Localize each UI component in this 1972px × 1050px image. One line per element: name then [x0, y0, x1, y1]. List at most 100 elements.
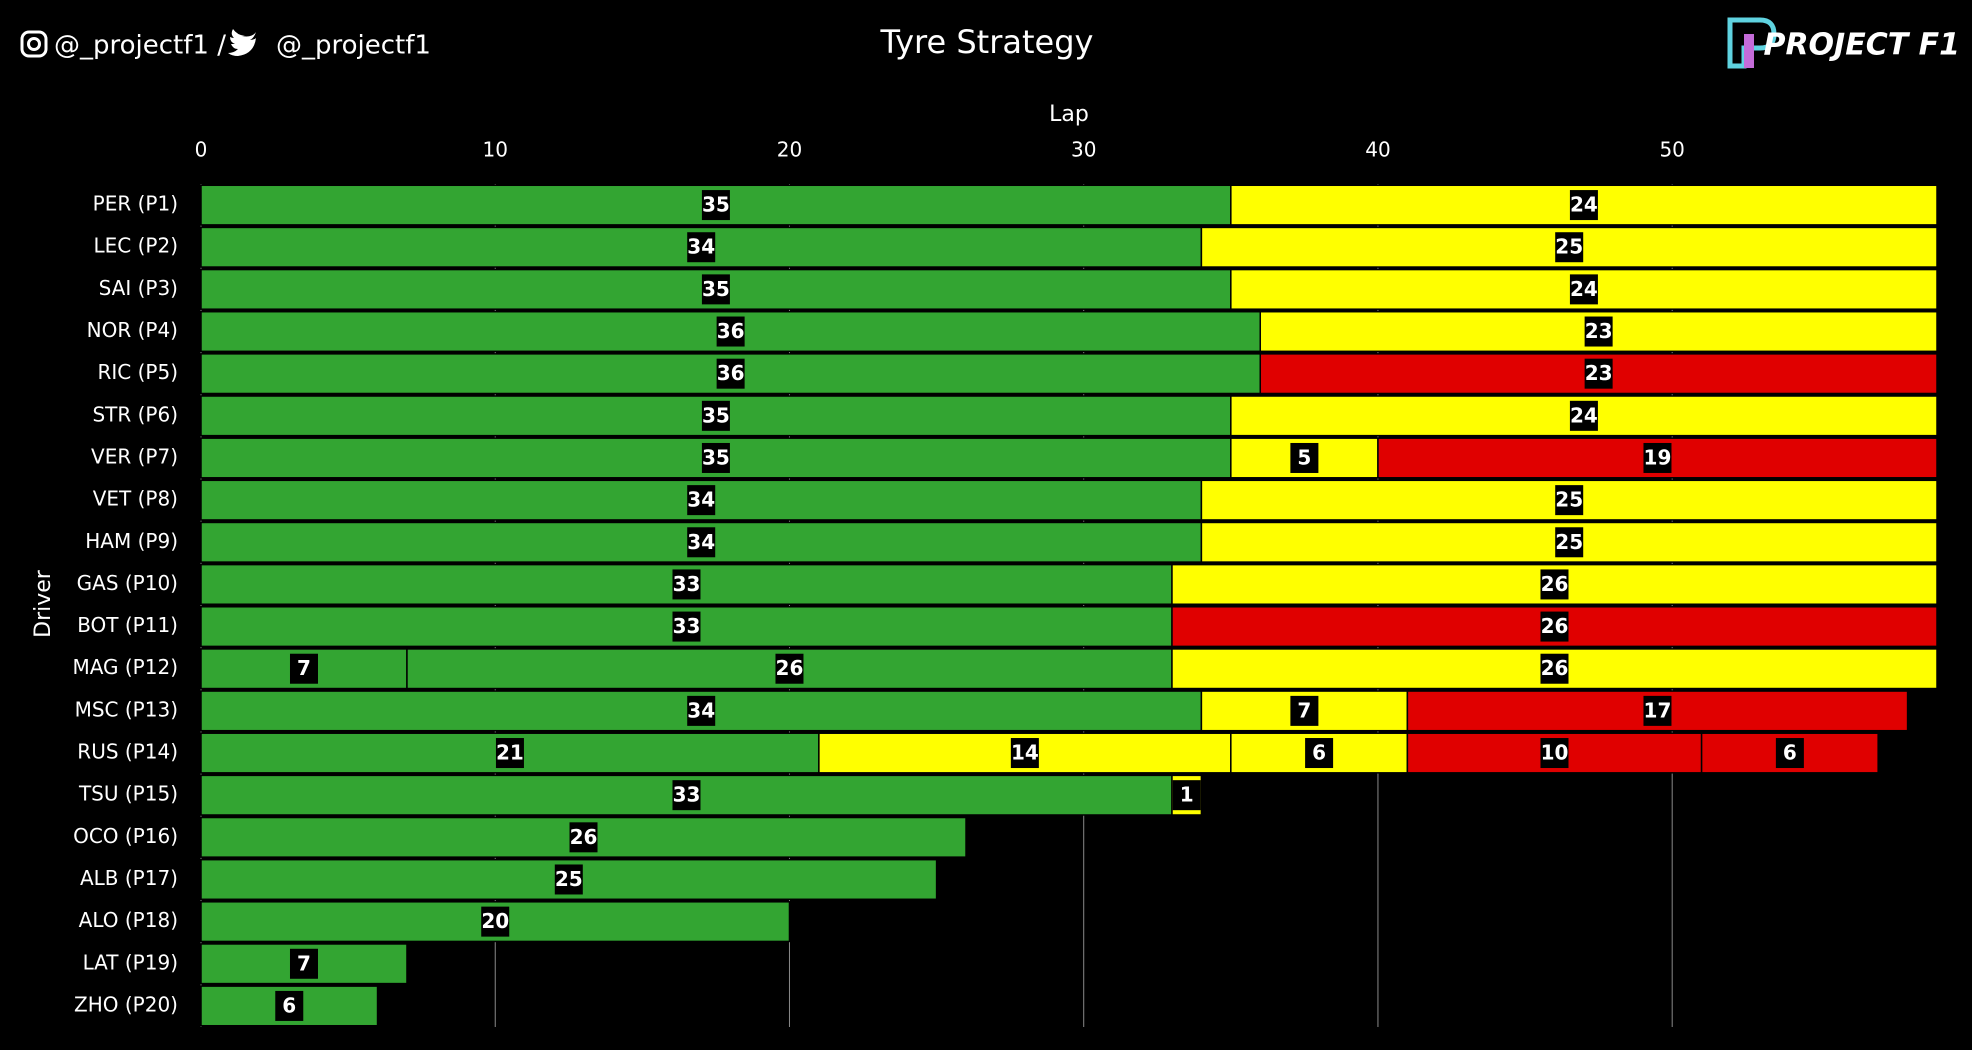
stint-label: 5	[1297, 445, 1311, 469]
stint-label: 6	[1783, 741, 1797, 765]
instagram-icon	[20, 30, 48, 58]
stint-label-box	[289, 948, 318, 979]
stint-label: 26	[1541, 614, 1569, 638]
twitter-handle: @_projectf1	[276, 31, 431, 61]
stint-label: 14	[1011, 741, 1039, 765]
stint-label-box	[1305, 738, 1334, 769]
stint-label: 34	[687, 698, 715, 722]
stint-label-box	[481, 906, 510, 937]
y-tick-label: ZHO (P20)	[74, 992, 178, 1016]
stint-label-box	[495, 738, 524, 769]
bars: 35 24 34 25 35 24 36 23 36 23 35 24 35 5 19 34 25 34 25 33 2…	[200, 184, 1938, 1027]
y-tick-label: ALO (P18)	[79, 908, 178, 932]
stint-label-box	[1540, 653, 1569, 684]
stint-label-box	[1290, 442, 1319, 473]
stint-label: 26	[1541, 656, 1569, 680]
stint-label: 36	[717, 361, 745, 385]
stint-label-box	[1555, 527, 1584, 558]
instagram-handle: @_projectf1 /	[54, 31, 226, 61]
stint-label-box	[672, 780, 701, 811]
stint-label-box	[775, 653, 804, 684]
stint-label: 35	[702, 403, 730, 427]
stint-label: 23	[1585, 361, 1613, 385]
stint-label: 26	[776, 656, 804, 680]
stint-label: 34	[687, 235, 715, 259]
stint-label-box	[672, 569, 701, 600]
stint-label: 26	[570, 825, 598, 849]
stint-label: 24	[1570, 193, 1598, 217]
stint-label-box	[1775, 738, 1804, 769]
stint-label-box	[672, 611, 701, 642]
stint-label-box	[289, 653, 318, 684]
stint-label: 33	[673, 572, 701, 596]
stint-label: 25	[1555, 235, 1583, 259]
stint-label-box	[701, 400, 730, 431]
y-tick-label: STR (P6)	[92, 402, 178, 426]
stint-label-box	[1555, 232, 1584, 263]
y-tick-label: PER (P1)	[93, 192, 178, 216]
stint-label: 17	[1644, 698, 1672, 722]
stint-label-box	[1290, 695, 1319, 726]
y-tick-label: BOT (P11)	[77, 613, 178, 637]
stint-label-box	[1540, 611, 1569, 642]
stint-label-box	[701, 274, 730, 305]
stint-label: 33	[673, 614, 701, 638]
stint-label-box	[1643, 442, 1672, 473]
stint-label: 23	[1585, 319, 1613, 343]
stint-label-box	[1584, 358, 1613, 389]
stint-label: 34	[687, 488, 715, 512]
stint-label-box	[1569, 274, 1598, 305]
stint-label: 6	[1312, 741, 1326, 765]
chart-title: Tyre Strategy	[880, 23, 1094, 61]
stint-label: 1	[1180, 783, 1194, 807]
x-tick-label: 30	[1071, 138, 1096, 162]
y-tick-label: MAG (P12)	[72, 655, 178, 679]
stint-label-box	[716, 316, 745, 347]
y-tick-label: RUS (P14)	[77, 740, 178, 764]
stint-label: 25	[555, 867, 583, 891]
stint-label: 7	[297, 951, 311, 975]
stint-label-box	[687, 232, 716, 263]
stint-label: 19	[1644, 445, 1672, 469]
y-tick-label: VER (P7)	[91, 444, 178, 468]
stint-label-box	[716, 358, 745, 389]
stint-label-box	[1584, 316, 1613, 347]
y-tick-label: LAT (P19)	[83, 950, 178, 974]
stint-label: 36	[717, 319, 745, 343]
y-tick-label: HAM (P9)	[85, 529, 178, 553]
stint-label-box	[1540, 569, 1569, 600]
brand-logo	[1727, 17, 1777, 69]
x-tick-label: 50	[1659, 138, 1684, 162]
y-tick-label: SAI (P3)	[99, 276, 178, 300]
stint-label: 6	[282, 993, 296, 1017]
stint-label-box	[701, 442, 730, 473]
stint-label-box	[1172, 780, 1201, 811]
stint-label: 35	[702, 193, 730, 217]
stint-label-box	[1555, 485, 1584, 516]
stint-label: 26	[1541, 572, 1569, 596]
stint-label: 10	[1541, 741, 1569, 765]
stint-label-box	[1643, 695, 1672, 726]
stint-label: 35	[702, 445, 730, 469]
stint-label: 7	[297, 656, 311, 680]
stint-label-box	[687, 695, 716, 726]
y-tick-label: GAS (P10)	[77, 571, 178, 595]
x-tick-label: 40	[1365, 138, 1390, 162]
y-tick-label: LEC (P2)	[94, 234, 179, 258]
stint-label-box	[569, 822, 598, 853]
stint-label: 25	[1555, 488, 1583, 512]
y-axis-label: Driver	[31, 569, 56, 638]
y-tick-label: ALB (P17)	[80, 866, 178, 890]
stint-label: 35	[702, 277, 730, 301]
stint-label-box	[275, 990, 304, 1021]
stint-label: 24	[1570, 403, 1598, 427]
y-tick-label: TSU (P15)	[78, 782, 178, 806]
x-axis-label: Lap	[1049, 102, 1089, 127]
twitter-icon	[228, 29, 256, 56]
x-tick-label: 0	[195, 138, 208, 162]
brand-name: PROJECT F1	[1763, 28, 1960, 63]
y-tick-label: VET (P8)	[93, 487, 178, 511]
stint-label: 7	[1297, 698, 1311, 722]
stint-label-box	[1569, 400, 1598, 431]
stint-label-box	[1010, 738, 1039, 769]
